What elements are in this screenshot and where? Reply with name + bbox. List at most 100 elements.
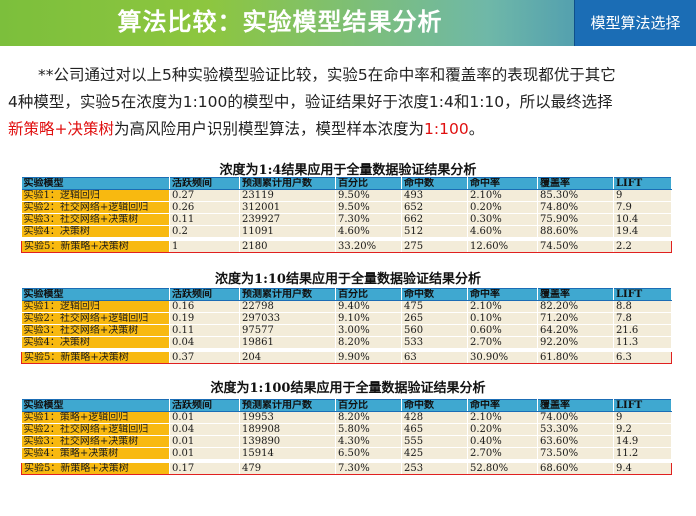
value-cell: 75.90% — [538, 214, 614, 226]
value-cell: 0.2 — [170, 226, 240, 238]
value-cell: 0.19 — [170, 313, 240, 325]
intro-highlight-algorithm: 新策略+决策树 — [8, 120, 114, 138]
value-cell: 0.27 — [170, 190, 240, 202]
column-header: LIFT — [614, 400, 672, 412]
value-cell: 4.60% — [468, 226, 538, 238]
value-cell: 8.20% — [336, 337, 402, 349]
column-header: LIFT — [614, 289, 672, 301]
value-cell: 0.04 — [170, 424, 240, 436]
column-header: 百分比 — [336, 400, 402, 412]
intro-line-3: 新策略+决策树为高风险用户识别模型算法，模型样本浓度为1:100。 — [8, 116, 690, 143]
value-cell: 11091 — [240, 226, 336, 238]
value-cell: 0.40% — [468, 436, 538, 448]
model-name-cell: 实验1：策略+逻辑回归 — [22, 412, 170, 424]
value-cell: 21.6 — [614, 325, 672, 337]
value-cell: 0.16 — [170, 301, 240, 313]
model-name-cell: 实验2：社交网络+逻辑回归 — [22, 202, 170, 214]
value-cell: 0.20% — [468, 424, 538, 436]
model-name-cell: 实验5：新策略+决策树 — [22, 463, 170, 475]
value-cell: 85.30% — [538, 190, 614, 202]
value-cell: 88.60% — [538, 226, 614, 238]
value-cell: 9.4 — [614, 463, 672, 475]
value-cell: 533 — [402, 337, 468, 349]
value-cell: 7.30% — [336, 214, 402, 226]
value-cell: 63.60% — [538, 436, 614, 448]
value-cell: 0.10% — [468, 313, 538, 325]
table-row: 实验1：逻辑回归 0.27 23119 9.50% 493 2.10% 85.30% 9 — [22, 190, 672, 202]
value-cell: 0.26 — [170, 202, 240, 214]
table-row: 实验2：社交网络+逻辑回归 0.04 189908 5.80% 465 0.20% 53.3… — [22, 424, 672, 436]
value-cell: 0.11 — [170, 325, 240, 337]
value-cell: 555 — [402, 436, 468, 448]
value-cell: 73.50% — [538, 448, 614, 460]
value-cell: 475 — [402, 301, 468, 313]
value-cell: 19953 — [240, 412, 336, 424]
model-name-cell: 实验1：逻辑回归 — [22, 190, 170, 202]
column-header: 命中数 — [402, 289, 468, 301]
results-table-3: 实验模型 活跃频间 预测累计用户数 百分比 命中数 命中率 覆盖率 LIFT 实验1：策略+逻辑… — [21, 399, 672, 475]
value-cell: 139890 — [240, 436, 336, 448]
value-cell: 0.11 — [170, 214, 240, 226]
intro-line-3-text: 为高风险用户识别模型算法，模型样本浓度为 — [114, 120, 424, 138]
value-cell: 5.80% — [336, 424, 402, 436]
column-header: 命中数 — [402, 400, 468, 412]
intro-highlight-ratio: 1:100 — [424, 120, 469, 138]
model-select-button[interactable]: 模型算法选择 — [574, 0, 696, 46]
value-cell: 9.10% — [336, 313, 402, 325]
value-cell: 2.70% — [468, 337, 538, 349]
model-name-cell: 实验3：社交网络+决策树 — [22, 325, 170, 337]
model-name-cell: 实验2：社交网络+逻辑回归 — [22, 313, 170, 325]
model-name-cell: 实验5：新策略+决策树 — [22, 241, 170, 253]
results-table-1: 实验模型 活跃频间 预测累计用户数 百分比 命中数 命中率 覆盖率 LIFT 实验1：逻辑回归 0… — [21, 177, 672, 253]
value-cell: 9 — [614, 412, 672, 424]
highlight-row-experiment-5: 实验5：新策略+决策树 0.37 204 9.90% 63 30.90% 61.80% 6.3 — [22, 352, 672, 364]
intro-line-2: 4种模型，实验5在浓度为1:100的模型中，验证结果好于浓度1:4和1:10，所… — [8, 89, 690, 116]
value-cell: 9.50% — [336, 202, 402, 214]
table-row: 实验3：社交网络+决策树 0.11 97577 3.00% 560 0.60% 64.20%… — [22, 325, 672, 337]
value-cell: 560 — [402, 325, 468, 337]
value-cell: 15914 — [240, 448, 336, 460]
value-cell: 2180 — [240, 241, 336, 253]
table-1-title: 浓度为1:4结果应用于全量数据验证结果分析 — [0, 159, 696, 178]
value-cell: 479 — [240, 463, 336, 475]
value-cell: 2.70% — [468, 448, 538, 460]
intro-line-1: **公司通过对以上5种实验模型验证比较，实验5在命中率和覆盖率的表现都优于其它 — [8, 62, 690, 89]
column-header: 实验模型 — [22, 400, 170, 412]
table-header-row: 实验模型 活跃频间 预测累计用户数 百分比 命中数 命中率 覆盖率 LIFT — [22, 178, 672, 190]
intro-line-3-end: 。 — [469, 120, 485, 138]
table-3-title: 浓度为1:100结果应用于全量数据验证结果分析 — [0, 377, 696, 396]
column-header: 百分比 — [336, 289, 402, 301]
value-cell: 74.00% — [538, 412, 614, 424]
value-cell: 10.4 — [614, 214, 672, 226]
column-header: 活跃频间 — [170, 178, 240, 190]
value-cell: 297033 — [240, 313, 336, 325]
value-cell: 428 — [402, 412, 468, 424]
table-row: 实验1：逻辑回归 0.16 22798 9.40% 475 2.10% 82.20% 8.8 — [22, 301, 672, 313]
value-cell: 63 — [402, 352, 468, 364]
value-cell: 275 — [402, 241, 468, 253]
value-cell: 14.9 — [614, 436, 672, 448]
column-header: 活跃频间 — [170, 400, 240, 412]
value-cell: 53.30% — [538, 424, 614, 436]
value-cell: 7.30% — [336, 463, 402, 475]
table-row: 实验3：社交网络+决策树 0.11 239927 7.30% 662 0.30% 75.90… — [22, 214, 672, 226]
column-header: 覆盖率 — [538, 178, 614, 190]
results-table-2: 实验模型 活跃频间 预测累计用户数 百分比 命中数 命中率 覆盖率 LIFT 实验1：逻辑回归 0… — [21, 288, 672, 364]
column-header: 预测累计用户数 — [240, 289, 336, 301]
column-header: 活跃频间 — [170, 289, 240, 301]
value-cell: 8.8 — [614, 301, 672, 313]
column-header: 命中率 — [468, 289, 538, 301]
value-cell: 189908 — [240, 424, 336, 436]
value-cell: 0.60% — [468, 325, 538, 337]
value-cell: 652 — [402, 202, 468, 214]
value-cell: 9.50% — [336, 190, 402, 202]
value-cell: 0.37 — [170, 352, 240, 364]
model-name-cell: 实验5：新策略+决策树 — [22, 352, 170, 364]
value-cell: 12.60% — [468, 241, 538, 253]
model-name-cell: 实验3：社交网络+决策树 — [22, 436, 170, 448]
column-header: 预测累计用户数 — [240, 400, 336, 412]
value-cell: 0.30% — [468, 214, 538, 226]
table-row: 实验3：社交网络+决策树 0.01 139890 4.30% 555 0.40% 63.60… — [22, 436, 672, 448]
value-cell: 204 — [240, 352, 336, 364]
column-header: 百分比 — [336, 178, 402, 190]
